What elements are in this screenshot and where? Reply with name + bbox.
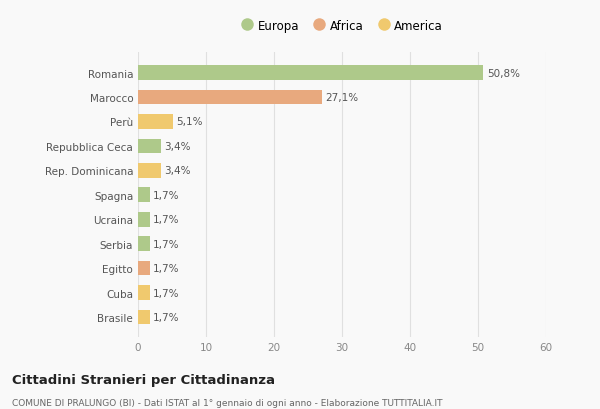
Bar — [138, 212, 149, 227]
Bar — [138, 164, 161, 178]
Text: Cittadini Stranieri per Cittadinanza: Cittadini Stranieri per Cittadinanza — [12, 373, 275, 387]
Text: 3,4%: 3,4% — [164, 166, 191, 176]
Text: 1,7%: 1,7% — [153, 312, 179, 322]
Bar — [138, 261, 149, 276]
Bar — [138, 66, 484, 81]
Text: 1,7%: 1,7% — [153, 239, 179, 249]
Text: COMUNE DI PRALUNGO (BI) - Dati ISTAT al 1° gennaio di ogni anno - Elaborazione T: COMUNE DI PRALUNGO (BI) - Dati ISTAT al … — [12, 398, 443, 407]
Bar — [138, 310, 149, 324]
Text: 27,1%: 27,1% — [326, 93, 359, 103]
Bar — [138, 139, 161, 154]
Text: 1,7%: 1,7% — [153, 190, 179, 200]
Text: 5,1%: 5,1% — [176, 117, 203, 127]
Bar — [138, 115, 173, 130]
Text: 3,4%: 3,4% — [164, 142, 191, 151]
Bar — [138, 188, 149, 202]
Text: 1,7%: 1,7% — [153, 288, 179, 298]
Text: 1,7%: 1,7% — [153, 263, 179, 274]
Text: 50,8%: 50,8% — [487, 68, 520, 79]
Legend: Europa, Africa, America: Europa, Africa, America — [238, 16, 446, 36]
Bar — [138, 90, 322, 105]
Bar — [138, 237, 149, 252]
Text: 1,7%: 1,7% — [153, 215, 179, 225]
Bar — [138, 285, 149, 300]
